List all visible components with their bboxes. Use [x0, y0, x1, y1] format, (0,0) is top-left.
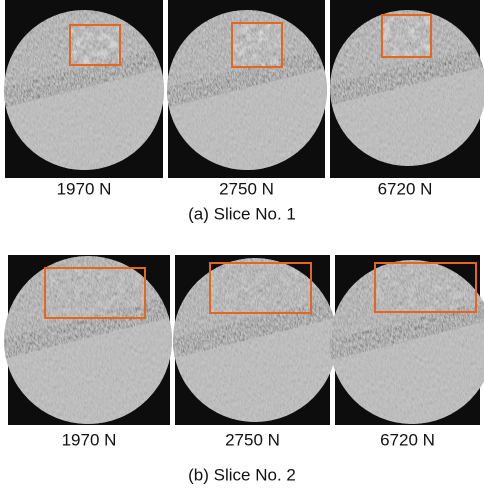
damage-texture [210, 263, 311, 313]
load-label: 2750 N [225, 430, 280, 449]
load-label: 1970 N [62, 430, 117, 449]
damage-texture [70, 25, 120, 65]
figure: 1970 N 2750 N 6720 N (a) Slice No. 1 1970 N 2… [0, 0, 484, 488]
load-label: 2750 N [219, 179, 274, 198]
load-label: 6720 N [378, 179, 433, 198]
load-label: 1970 N [57, 179, 112, 198]
panel-caption: (a) Slice No. 1 [188, 204, 296, 223]
damage-texture [232, 23, 282, 67]
damage-texture [382, 15, 431, 57]
damage-texture [45, 268, 145, 318]
load-label: 6720 N [380, 430, 435, 449]
panel-caption: (b) Slice No. 2 [188, 465, 296, 484]
